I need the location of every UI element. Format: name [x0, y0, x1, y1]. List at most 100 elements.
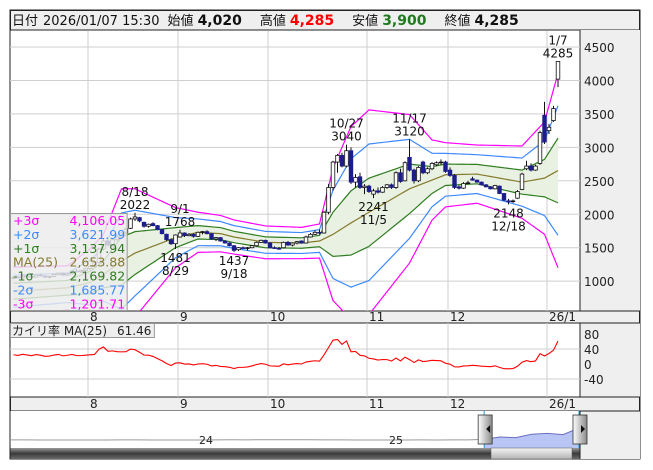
- candle-body-up: [353, 177, 358, 183]
- scrollbar-thumb[interactable]: [490, 447, 573, 460]
- navigator[interactable]: 24 25: [9, 411, 588, 459]
- legend-value: 2,653.88: [70, 255, 126, 270]
- candle-body-down: [483, 184, 489, 188]
- candle-body-up: [213, 237, 219, 240]
- candle: [497, 185, 502, 195]
- legend-value: 3,137.94: [70, 241, 126, 256]
- annotation-price: 1437: [219, 254, 250, 268]
- candlesticks: [11, 60, 561, 280]
- candle-body-down: [155, 225, 160, 231]
- annotation-date: 8/18: [122, 185, 149, 199]
- candle-body-up: [465, 182, 471, 185]
- candle: [335, 154, 340, 173]
- candle-body-up: [402, 162, 408, 182]
- candle: [555, 60, 561, 88]
- candle-body-up: [312, 231, 318, 235]
- candle-body-up: [290, 242, 295, 246]
- annotation-price: 1768: [165, 215, 196, 229]
- candle-body-down: [389, 184, 394, 188]
- candle-body-down: [407, 156, 412, 171]
- legend-label: +3σ: [13, 213, 39, 228]
- date-tick-label: 12: [450, 397, 465, 411]
- candle-body-up: [258, 239, 264, 243]
- annotation-price: 1481: [160, 251, 191, 265]
- candle-body-up: [461, 183, 466, 189]
- date-tick-label: 11: [369, 310, 384, 324]
- candle: [195, 231, 201, 237]
- annotation-date: 10/27: [329, 117, 364, 131]
- close-value: 4,285: [475, 13, 519, 29]
- candle-body-down: [164, 233, 169, 241]
- candle: [420, 160, 426, 175]
- candle: [488, 186, 493, 190]
- annotation-price: 2148: [493, 206, 524, 220]
- candle-body-up: [393, 172, 399, 188]
- candle: [290, 242, 295, 247]
- candle-body-up: [146, 223, 151, 227]
- candle: [470, 176, 475, 181]
- candle-body-up: [344, 150, 349, 167]
- candle-body-up: [200, 231, 205, 233]
- navigator-history-line: [9, 438, 485, 441]
- navigator-window-fill: [484, 428, 579, 448]
- handle-body[interactable]: [572, 414, 588, 445]
- candle-body-down: [497, 185, 502, 194]
- candle-body-down: [506, 200, 511, 203]
- candle-body-down: [443, 161, 448, 172]
- legend-value: 4,106.05: [70, 213, 126, 228]
- price-tick-label: 3500: [584, 108, 615, 122]
- candle-body-up: [173, 234, 178, 245]
- candle: [528, 163, 534, 172]
- candle-body-up: [128, 218, 133, 229]
- annotation-price: 3040: [331, 130, 362, 144]
- candle: [159, 228, 165, 235]
- candle-body-down: [488, 186, 493, 190]
- annotation-date: 11/5: [360, 213, 387, 227]
- candle-body-up: [555, 60, 561, 80]
- candle: [281, 241, 286, 249]
- candle: [519, 172, 525, 191]
- scrollbar-track[interactable]: [10, 448, 580, 459]
- candle-body-up: [537, 132, 543, 164]
- candle: [506, 198, 511, 205]
- candle: [227, 242, 232, 247]
- arrow-right-icon: [581, 425, 585, 433]
- candle-body-up: [195, 231, 201, 237]
- candle-body-down: [470, 178, 475, 181]
- candle-body-up: [492, 185, 498, 190]
- candle-body-up: [438, 161, 444, 164]
- scrollbar[interactable]: [10, 447, 580, 460]
- candle-body-up: [186, 233, 192, 237]
- candle-body-up: [434, 162, 439, 166]
- navigator-handle-right[interactable]: [572, 414, 588, 445]
- date-tick-label: 9: [180, 310, 188, 324]
- candle: [267, 242, 273, 249]
- candle-body-up: [294, 241, 300, 244]
- candle-body-down: [231, 245, 237, 251]
- navigator-year-label: 25: [389, 434, 403, 447]
- annotation-price: 2022: [120, 198, 151, 212]
- candle: [375, 187, 381, 194]
- candle-body-up: [371, 190, 376, 195]
- candle: [303, 235, 309, 244]
- candle-body-up: [303, 236, 309, 244]
- handle-body[interactable]: [477, 414, 493, 445]
- candle-body-down: [267, 242, 273, 249]
- candle-body-down: [263, 239, 268, 244]
- candle: [204, 230, 210, 235]
- price-tick-label: 1500: [584, 242, 615, 256]
- candle: [452, 174, 457, 189]
- navigator-handle-left[interactable]: [477, 414, 493, 445]
- candle: [510, 199, 516, 203]
- candle: [132, 212, 138, 221]
- candle-body-up: [326, 187, 331, 213]
- candle-body-down: [276, 247, 282, 250]
- candle: [164, 233, 169, 242]
- deviation-tick-label: 0: [584, 358, 592, 372]
- candle: [456, 185, 462, 190]
- candle-body-down: [150, 223, 156, 227]
- candle: [546, 123, 552, 134]
- candle: [200, 230, 205, 235]
- candle: [434, 161, 439, 167]
- candle: [317, 229, 322, 235]
